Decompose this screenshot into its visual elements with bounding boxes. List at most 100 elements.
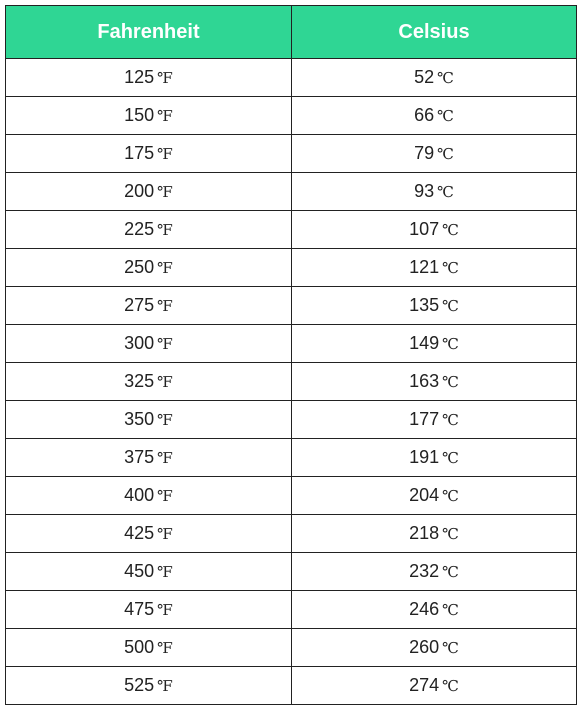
fahrenheit-cell: 475 ℉ <box>5 590 292 629</box>
table-row: 225 ℉ 107 ℃ <box>5 210 577 249</box>
table-row: 325 ℉ 163 ℃ <box>5 362 577 401</box>
celsius-cell: 93 ℃ <box>291 172 577 211</box>
table-row: 250 ℉ 121 ℃ <box>5 248 577 287</box>
table-body: 125 ℉ 52 ℃ 150 ℉ 66 ℃ 175 ℉ 79 ℃ 200 ℉ 93 ℃ 225 ℉ 107 ℃ 250 ℉… <box>5 58 577 705</box>
header-row: Fahrenheit Celsius <box>5 5 577 59</box>
celsius-unit: ℃ <box>442 525 459 543</box>
fahrenheit-cell: 300 ℉ <box>5 324 292 363</box>
celsius-unit: ℃ <box>442 563 459 581</box>
fahrenheit-unit: ℉ <box>157 221 173 239</box>
celsius-unit: ℃ <box>442 677 459 695</box>
fahrenheit-cell: 225 ℉ <box>5 210 292 249</box>
celsius-value: 246 <box>409 599 440 619</box>
fahrenheit-unit: ℉ <box>157 69 173 87</box>
fahrenheit-cell: 125 ℉ <box>5 58 292 97</box>
celsius-unit: ℃ <box>442 335 459 353</box>
celsius-unit: ℃ <box>442 297 459 315</box>
fahrenheit-cell: 150 ℉ <box>5 96 292 135</box>
conversion-table-container: Fahrenheit Celsius 125 ℉ 52 ℃ 150 ℉ 66 ℃ 175 ℉ 79 ℃… <box>5 5 577 705</box>
fahrenheit-cell: 375 ℉ <box>5 438 292 477</box>
celsius-cell: 107 ℃ <box>291 210 577 249</box>
table-row: 175 ℉ 79 ℃ <box>5 134 577 173</box>
fahrenheit-cell: 325 ℉ <box>5 362 292 401</box>
celsius-cell: 149 ℃ <box>291 324 577 363</box>
fahrenheit-cell: 200 ℉ <box>5 172 292 211</box>
fahrenheit-value: 200 <box>124 181 155 201</box>
table-row: 200 ℉ 93 ℃ <box>5 172 577 211</box>
celsius-cell: 260 ℃ <box>291 628 577 667</box>
celsius-unit: ℃ <box>437 69 454 87</box>
fahrenheit-unit: ℉ <box>157 183 173 201</box>
header-fahrenheit: Fahrenheit <box>5 5 292 59</box>
table-row: 350 ℉ 177 ℃ <box>5 400 577 439</box>
celsius-value: 66 <box>414 105 435 125</box>
celsius-unit: ℃ <box>442 221 459 239</box>
fahrenheit-unit: ℉ <box>157 449 173 467</box>
fahrenheit-unit: ℉ <box>157 525 173 543</box>
fahrenheit-unit: ℉ <box>157 639 173 657</box>
fahrenheit-value: 375 <box>124 447 155 467</box>
celsius-unit: ℃ <box>442 449 459 467</box>
celsius-unit: ℃ <box>442 259 459 277</box>
fahrenheit-cell: 250 ℉ <box>5 248 292 287</box>
fahrenheit-cell: 525 ℉ <box>5 666 292 705</box>
fahrenheit-value: 350 <box>124 409 155 429</box>
celsius-cell: 79 ℃ <box>291 134 577 173</box>
celsius-cell: 177 ℃ <box>291 400 577 439</box>
celsius-unit: ℃ <box>437 145 454 163</box>
fahrenheit-cell: 175 ℉ <box>5 134 292 173</box>
fahrenheit-value: 250 <box>124 257 155 277</box>
fahrenheit-unit: ℉ <box>157 411 173 429</box>
celsius-value: 121 <box>409 257 440 277</box>
celsius-value: 204 <box>409 485 440 505</box>
celsius-value: 107 <box>409 219 440 239</box>
fahrenheit-value: 425 <box>124 523 155 543</box>
fahrenheit-value: 125 <box>124 67 155 87</box>
celsius-unit: ℃ <box>437 107 454 125</box>
fahrenheit-cell: 275 ℉ <box>5 286 292 325</box>
table-row: 400 ℉ 204 ℃ <box>5 476 577 515</box>
celsius-cell: 135 ℃ <box>291 286 577 325</box>
fahrenheit-unit: ℉ <box>157 601 173 619</box>
fahrenheit-cell: 350 ℉ <box>5 400 292 439</box>
celsius-cell: 218 ℃ <box>291 514 577 553</box>
celsius-cell: 163 ℃ <box>291 362 577 401</box>
celsius-value: 260 <box>409 637 440 657</box>
celsius-value: 52 <box>414 67 435 87</box>
fahrenheit-unit: ℉ <box>157 373 173 391</box>
celsius-value: 79 <box>414 143 435 163</box>
celsius-value: 93 <box>414 181 435 201</box>
fahrenheit-value: 475 <box>124 599 155 619</box>
fahrenheit-unit: ℉ <box>157 145 173 163</box>
table-row: 425 ℉ 218 ℃ <box>5 514 577 553</box>
fahrenheit-cell: 500 ℉ <box>5 628 292 667</box>
celsius-unit: ℃ <box>442 411 459 429</box>
celsius-cell: 66 ℃ <box>291 96 577 135</box>
fahrenheit-unit: ℉ <box>157 259 173 277</box>
fahrenheit-value: 175 <box>124 143 155 163</box>
fahrenheit-cell: 425 ℉ <box>5 514 292 553</box>
table-row: 150 ℉ 66 ℃ <box>5 96 577 135</box>
celsius-cell: 246 ℃ <box>291 590 577 629</box>
celsius-unit: ℃ <box>442 601 459 619</box>
table-row: 375 ℉ 191 ℃ <box>5 438 577 477</box>
celsius-unit: ℃ <box>442 639 459 657</box>
fahrenheit-value: 500 <box>124 637 155 657</box>
fahrenheit-unit: ℉ <box>157 297 173 315</box>
table-row: 450 ℉ 232 ℃ <box>5 552 577 591</box>
temperature-conversion-table: Fahrenheit Celsius 125 ℉ 52 ℃ 150 ℉ 66 ℃ 175 ℉ 79 ℃… <box>5 5 577 705</box>
celsius-cell: 232 ℃ <box>291 552 577 591</box>
fahrenheit-cell: 400 ℉ <box>5 476 292 515</box>
fahrenheit-value: 450 <box>124 561 155 581</box>
celsius-value: 135 <box>409 295 440 315</box>
fahrenheit-value: 400 <box>124 485 155 505</box>
header-celsius: Celsius <box>291 5 577 59</box>
fahrenheit-unit: ℉ <box>157 563 173 581</box>
celsius-value: 218 <box>409 523 440 543</box>
celsius-unit: ℃ <box>442 487 459 505</box>
fahrenheit-unit: ℉ <box>157 487 173 505</box>
celsius-value: 149 <box>409 333 440 353</box>
fahrenheit-value: 225 <box>124 219 155 239</box>
table-row: 525 ℉ 274 ℃ <box>5 666 577 705</box>
celsius-cell: 191 ℃ <box>291 438 577 477</box>
